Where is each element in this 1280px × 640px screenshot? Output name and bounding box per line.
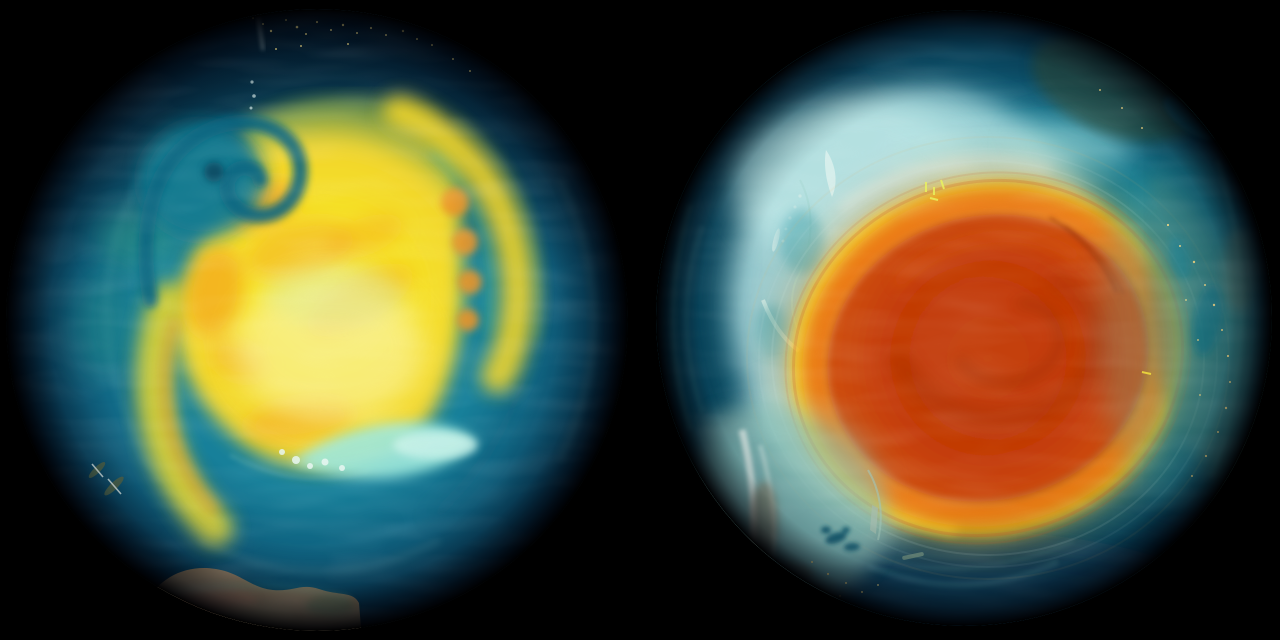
north-polar-globe [656,10,1272,626]
south-polar-globe [6,9,628,631]
right-limb-vignette [656,10,1272,626]
left-limb-vignette [6,9,628,631]
